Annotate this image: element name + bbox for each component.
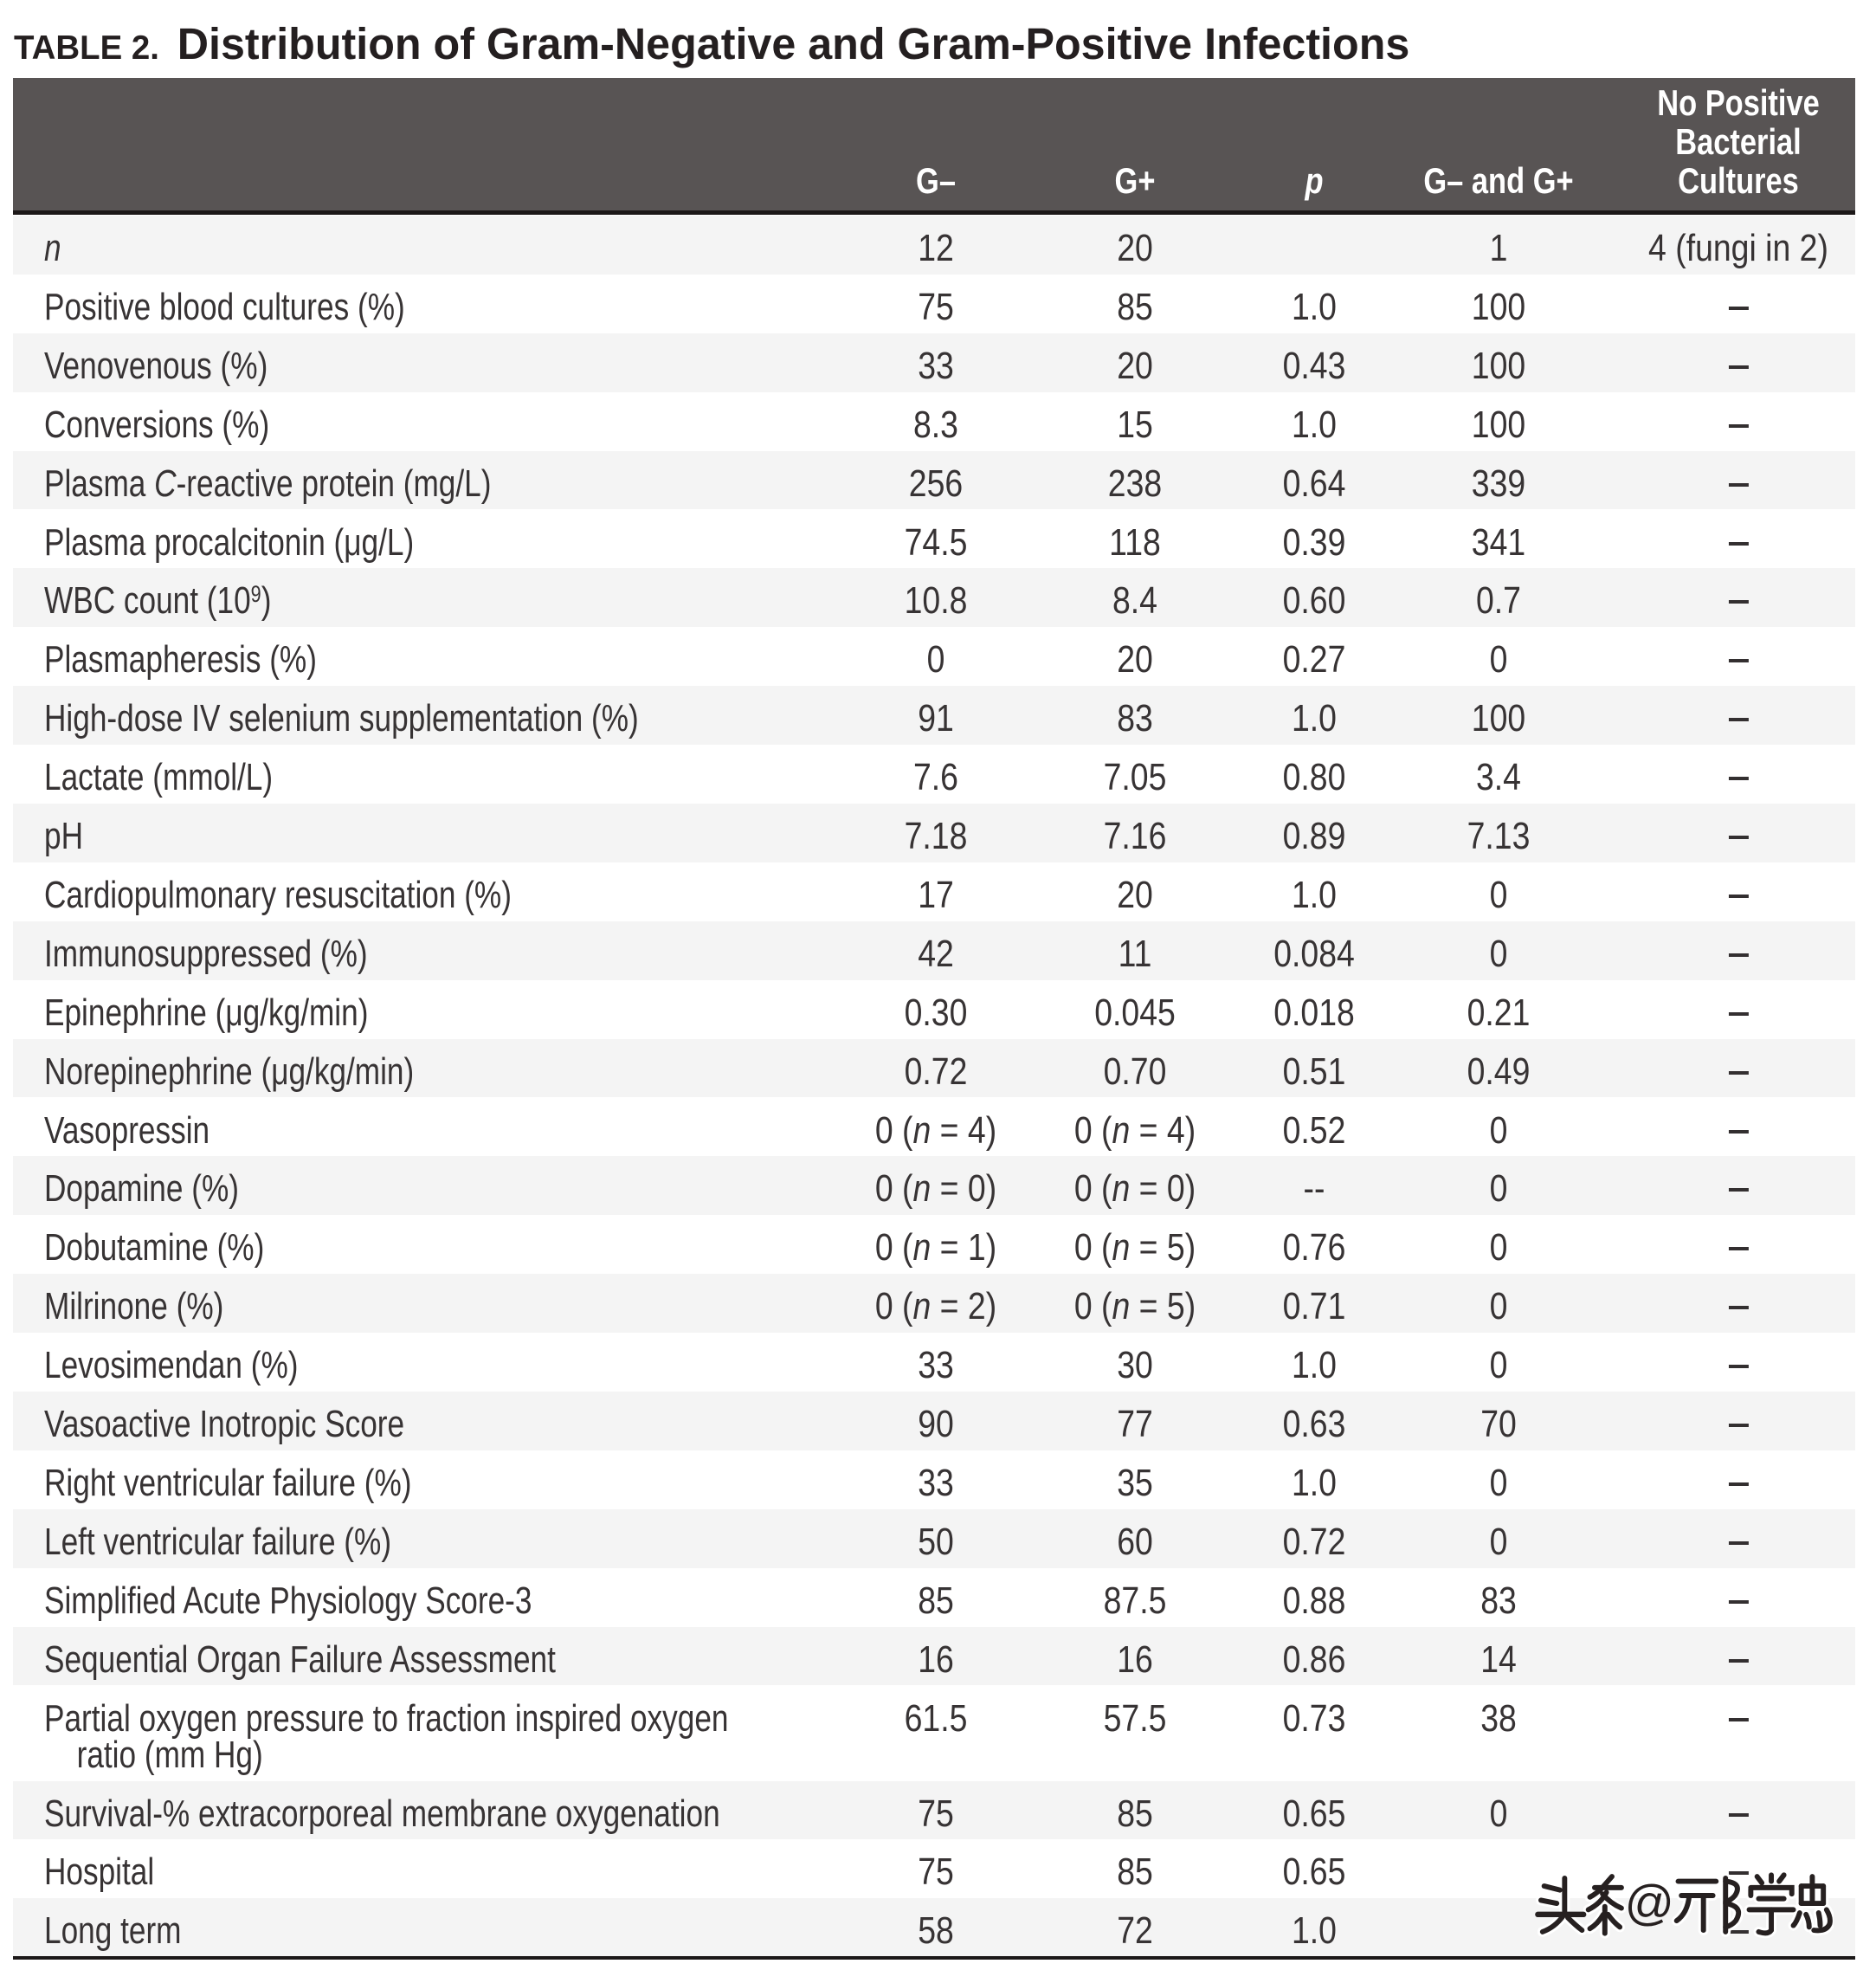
svg-text:@: @: [1625, 1875, 1674, 1929]
